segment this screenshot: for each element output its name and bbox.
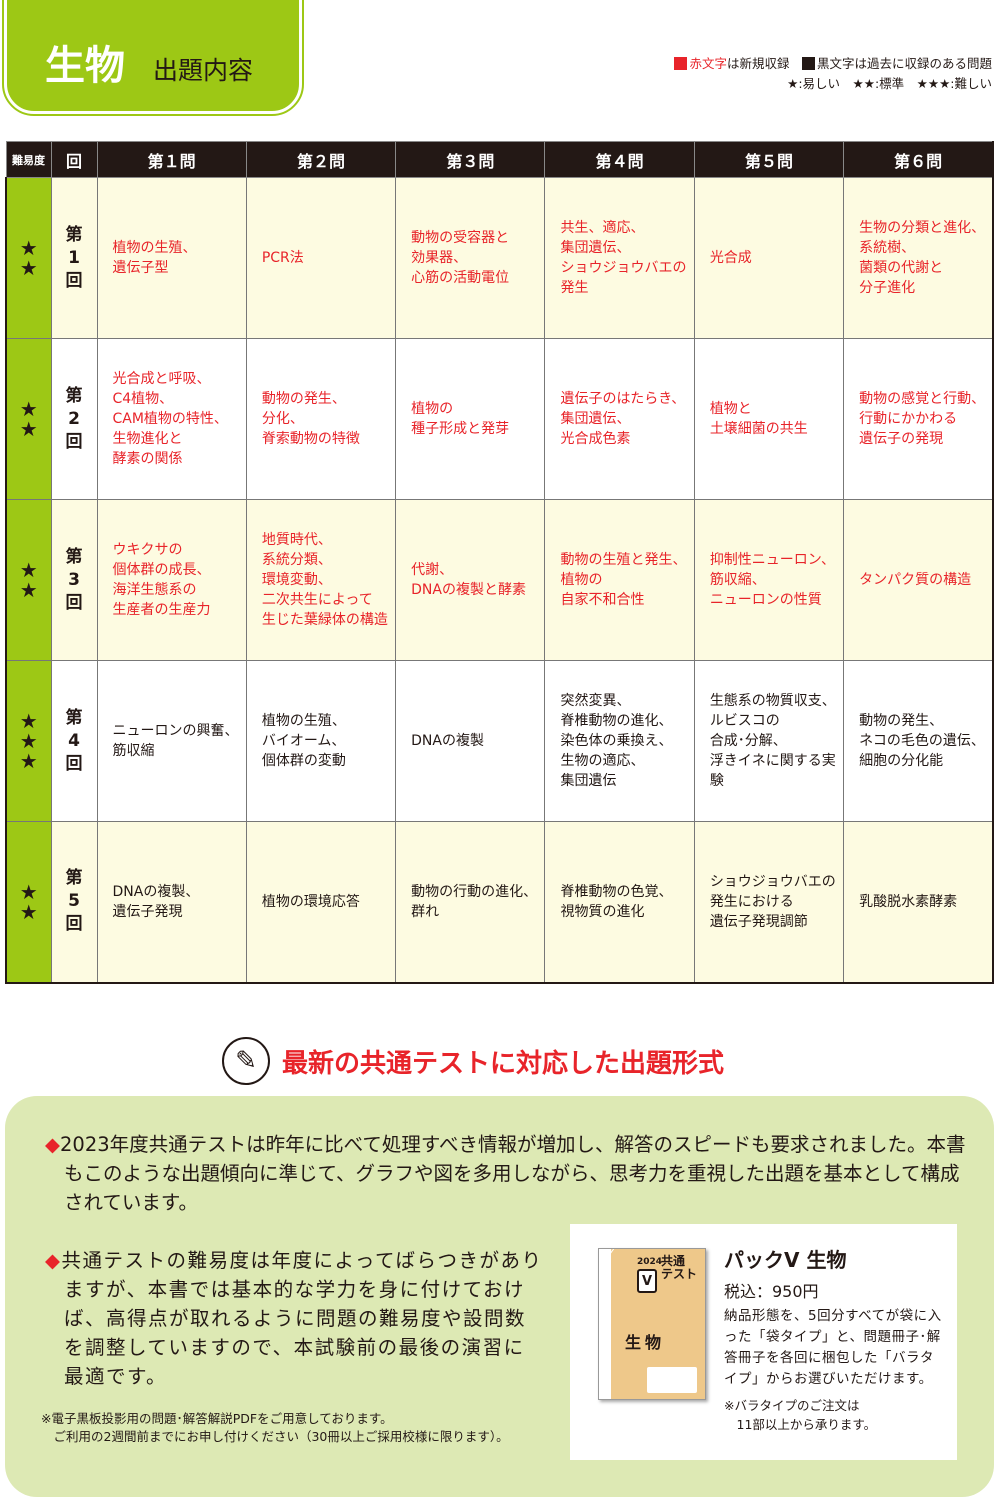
topic-cell: ウキクサの 個体群の成長、 海洋生態系の 生産者の生産力 xyxy=(96,499,247,661)
topic-cell: 乳酸脱水素酵素 xyxy=(843,821,994,983)
product-note: ※バラタイプのご注文は 11部以上から承ります。 xyxy=(724,1398,877,1432)
product-price: 税込：950円 xyxy=(724,1282,819,1301)
difficulty-stars: ★ ★ ★ xyxy=(5,660,52,822)
table-row: ★ ★ 第 1 回植物の生殖、 遺伝子型 PCR法 動物の受容器と 効果器、 心筋の活… xyxy=(5,177,994,339)
topic-cell: ショウジョウバエの 発生における 遺伝子発現調節 xyxy=(693,821,845,983)
topic-cell: 生態系の物質収支、 ルビスコの 合成･分解、 浮きイネに関する実験 xyxy=(693,660,845,822)
legend-red-suffix: は新規収録 xyxy=(726,56,790,71)
topic-cell: ニューロンの興奮、 筋収縮 xyxy=(96,660,247,822)
cover-title: 共通 テスト xyxy=(661,1254,698,1281)
legend-red-label: 赤文字 xyxy=(689,56,727,71)
paragraph-2: ◆共通テストの難易度は年度によってばらつきがありますが、本書では基本的な学力を身… xyxy=(45,1246,545,1391)
topic-cell: 植物の 種子形成と発芽 xyxy=(395,338,546,500)
header-question-4: 第４問 xyxy=(544,141,695,178)
product-description: 納品形態を、5回分すべてが袋に入った「袋タイプ」と、問題冊子･解答冊子を各回に梱… xyxy=(724,1308,942,1387)
legend: 赤文字は新規収録 黒文字は過去に収録のある問題 ★:易しい ★★:標準 ★★★:… xyxy=(674,54,992,94)
pencil-icon: ✎ xyxy=(222,1037,270,1085)
page-subtitle: 出題内容 xyxy=(153,56,254,85)
info-panel: ◆2023年度共通テストは昨年に比べて処理すべき情報が増加し、解答のスピードも要… xyxy=(5,1096,994,1497)
header-question-5: 第５問 xyxy=(693,141,845,178)
header-question-3: 第３問 xyxy=(395,141,546,178)
topic-cell: 脊椎動物の色覚、 視物質の進化 xyxy=(544,821,695,983)
topic-cell: 植物の生殖、 遺伝子型 xyxy=(96,177,247,339)
header-question-2: 第２問 xyxy=(245,141,397,178)
topic-cell: 光合成と呼吸、 C4植物、 CAM植物の特性、 生物進化と 酵素の関係 xyxy=(96,338,247,500)
topic-cell: タンパク質の構造 xyxy=(843,499,994,661)
round-label: 第 4 回 xyxy=(50,660,98,822)
topic-cell: 地質時代、 系統分類、 環境変動、 二次共生によって 生じた葉緑体の構造 xyxy=(245,499,397,661)
topic-cell: 遺伝子のはたらき、 集団遺伝、 光合成色素 xyxy=(544,338,695,500)
cover-year: 2024 xyxy=(637,1257,663,1267)
table-row: ★ ★ 第 2 回光合成と呼吸、 C4植物、 CAM植物の特性、 生物進化と 酵素… xyxy=(5,338,994,500)
question-table: 難易度回第１問 第２問 第３問 第４問 第５問 第６問 ★ ★ 第 1 回植物の生殖、 遺伝… xyxy=(5,141,994,984)
round-label: 第 3 回 xyxy=(50,499,98,661)
black-square-icon xyxy=(801,57,815,70)
topic-cell: 光合成 xyxy=(693,177,845,339)
topic-cell: DNAの複製 xyxy=(395,660,546,822)
table-row: ★ ★ 第 3 回ウキクサの 個体群の成長、 海洋生態系の 生産者の生産力 地質時代… xyxy=(5,499,994,661)
difficulty-stars: ★ ★ xyxy=(5,177,52,339)
legend-black-label: 黒文字は過去に収録のある問題 xyxy=(816,56,992,71)
difficulty-stars: ★ ★ xyxy=(5,821,52,983)
topic-cell: 抑制性ニューロン、 筋収縮、 ニューロンの性質 xyxy=(693,499,845,661)
topic-cell: 動物の発生、 分化、 脊索動物の特徴 xyxy=(245,338,397,500)
topic-cell: 代謝、 DNAの複製と酵素 xyxy=(395,499,546,661)
topic-cell: 突然変異、 脊椎動物の進化、 染色体の乗換え、 生物の適応、 集団遺伝 xyxy=(544,660,695,822)
book-cover-image: 2024 V 共通 テスト 生物 xyxy=(598,1248,706,1400)
header-round: 回 xyxy=(50,141,98,178)
table-row: ★ ★ ★ 第 4 回ニューロンの興奮、 筋収縮 植物の生殖、 バイオーム、 個体群… xyxy=(5,660,994,822)
cover-logo: V xyxy=(637,1269,657,1293)
page-title: 生物 xyxy=(45,43,125,89)
cover-subject: 生物 xyxy=(625,1333,666,1352)
section-title: 最新の共通テストに対応した出題形式 xyxy=(282,1048,725,1079)
diamond-icon: ◆ xyxy=(45,1249,62,1272)
product-name: パックV 生物 xyxy=(724,1248,847,1272)
topic-cell: 共生、適応、 集団遺伝、 ショウジョウバエの 発生 xyxy=(544,177,695,339)
topic-cell: 動物の発生、 ネコの毛色の遺伝、 細胞の分化能 xyxy=(843,660,994,822)
topic-cell: 植物と 土壌細菌の共生 xyxy=(693,338,845,500)
paragraph-2-text: 共通テストの難易度は年度によってばらつきがありますが、本書では基本的な学力を身に… xyxy=(61,1249,543,1388)
topic-cell: 動物の行動の進化、 群れ xyxy=(395,821,546,983)
topic-cell: 動物の生殖と発生、 植物の 自家不和合性 xyxy=(544,499,695,661)
red-square-icon xyxy=(674,57,688,70)
topic-cell: PCR法 xyxy=(245,177,397,339)
topic-cell: 動物の受容器と 効果器、 心筋の活動電位 xyxy=(395,177,546,339)
legend-levels: ★:易しい ★★:標準 ★★★:難しい xyxy=(787,76,992,91)
pdf-note: ※電子黒板投影用の問題･解答解説PDFをご用意しております。 ご利用の2週間前ま… xyxy=(41,1411,509,1444)
paragraph-1-text: 2023年度共通テストは昨年に比べて処理すべき情報が増加し、解答のスピードも要求… xyxy=(60,1133,966,1214)
header-question-1: 第１問 xyxy=(96,141,247,178)
round-label: 第 2 回 xyxy=(50,338,98,500)
section-heading: ✎ 最新の共通テストに対応した出題形式 xyxy=(222,1037,724,1085)
topic-cell: 生物の分類と進化、 系統樹、 菌類の代謝と 分子進化 xyxy=(843,177,994,339)
paragraph-1: ◆2023年度共通テストは昨年に比べて処理すべき情報が増加し、解答のスピードも要… xyxy=(45,1130,975,1217)
topic-cell: 植物の環境応答 xyxy=(245,821,397,983)
product-card: 2024 V 共通 テスト 生物 パックV 生物 税込：950円 納品形態を、5… xyxy=(570,1224,957,1460)
header-difficulty: 難易度 xyxy=(5,141,52,178)
table-row: ★ ★ 第 5 回 DNAの複製、 遺伝子発現 植物の環境応答 動物の行動の進化、 群れ… xyxy=(5,821,994,983)
header-question-6: 第６問 xyxy=(843,141,994,178)
title-box: 生物 出題内容 xyxy=(2,0,304,116)
round-label: 第 1 回 xyxy=(50,177,98,339)
round-label: 第 5 回 xyxy=(50,821,98,983)
difficulty-stars: ★ ★ xyxy=(5,499,52,661)
topic-cell: DNAの複製、 遺伝子発現 xyxy=(96,821,247,983)
topic-cell: 動物の感覚と行動、 行動にかかわる 遺伝子の発現 xyxy=(843,338,994,500)
topic-cell: 植物の生殖、 バイオーム、 個体群の変動 xyxy=(245,660,397,822)
diamond-icon: ◆ xyxy=(45,1133,60,1156)
difficulty-stars: ★ ★ xyxy=(5,338,52,500)
